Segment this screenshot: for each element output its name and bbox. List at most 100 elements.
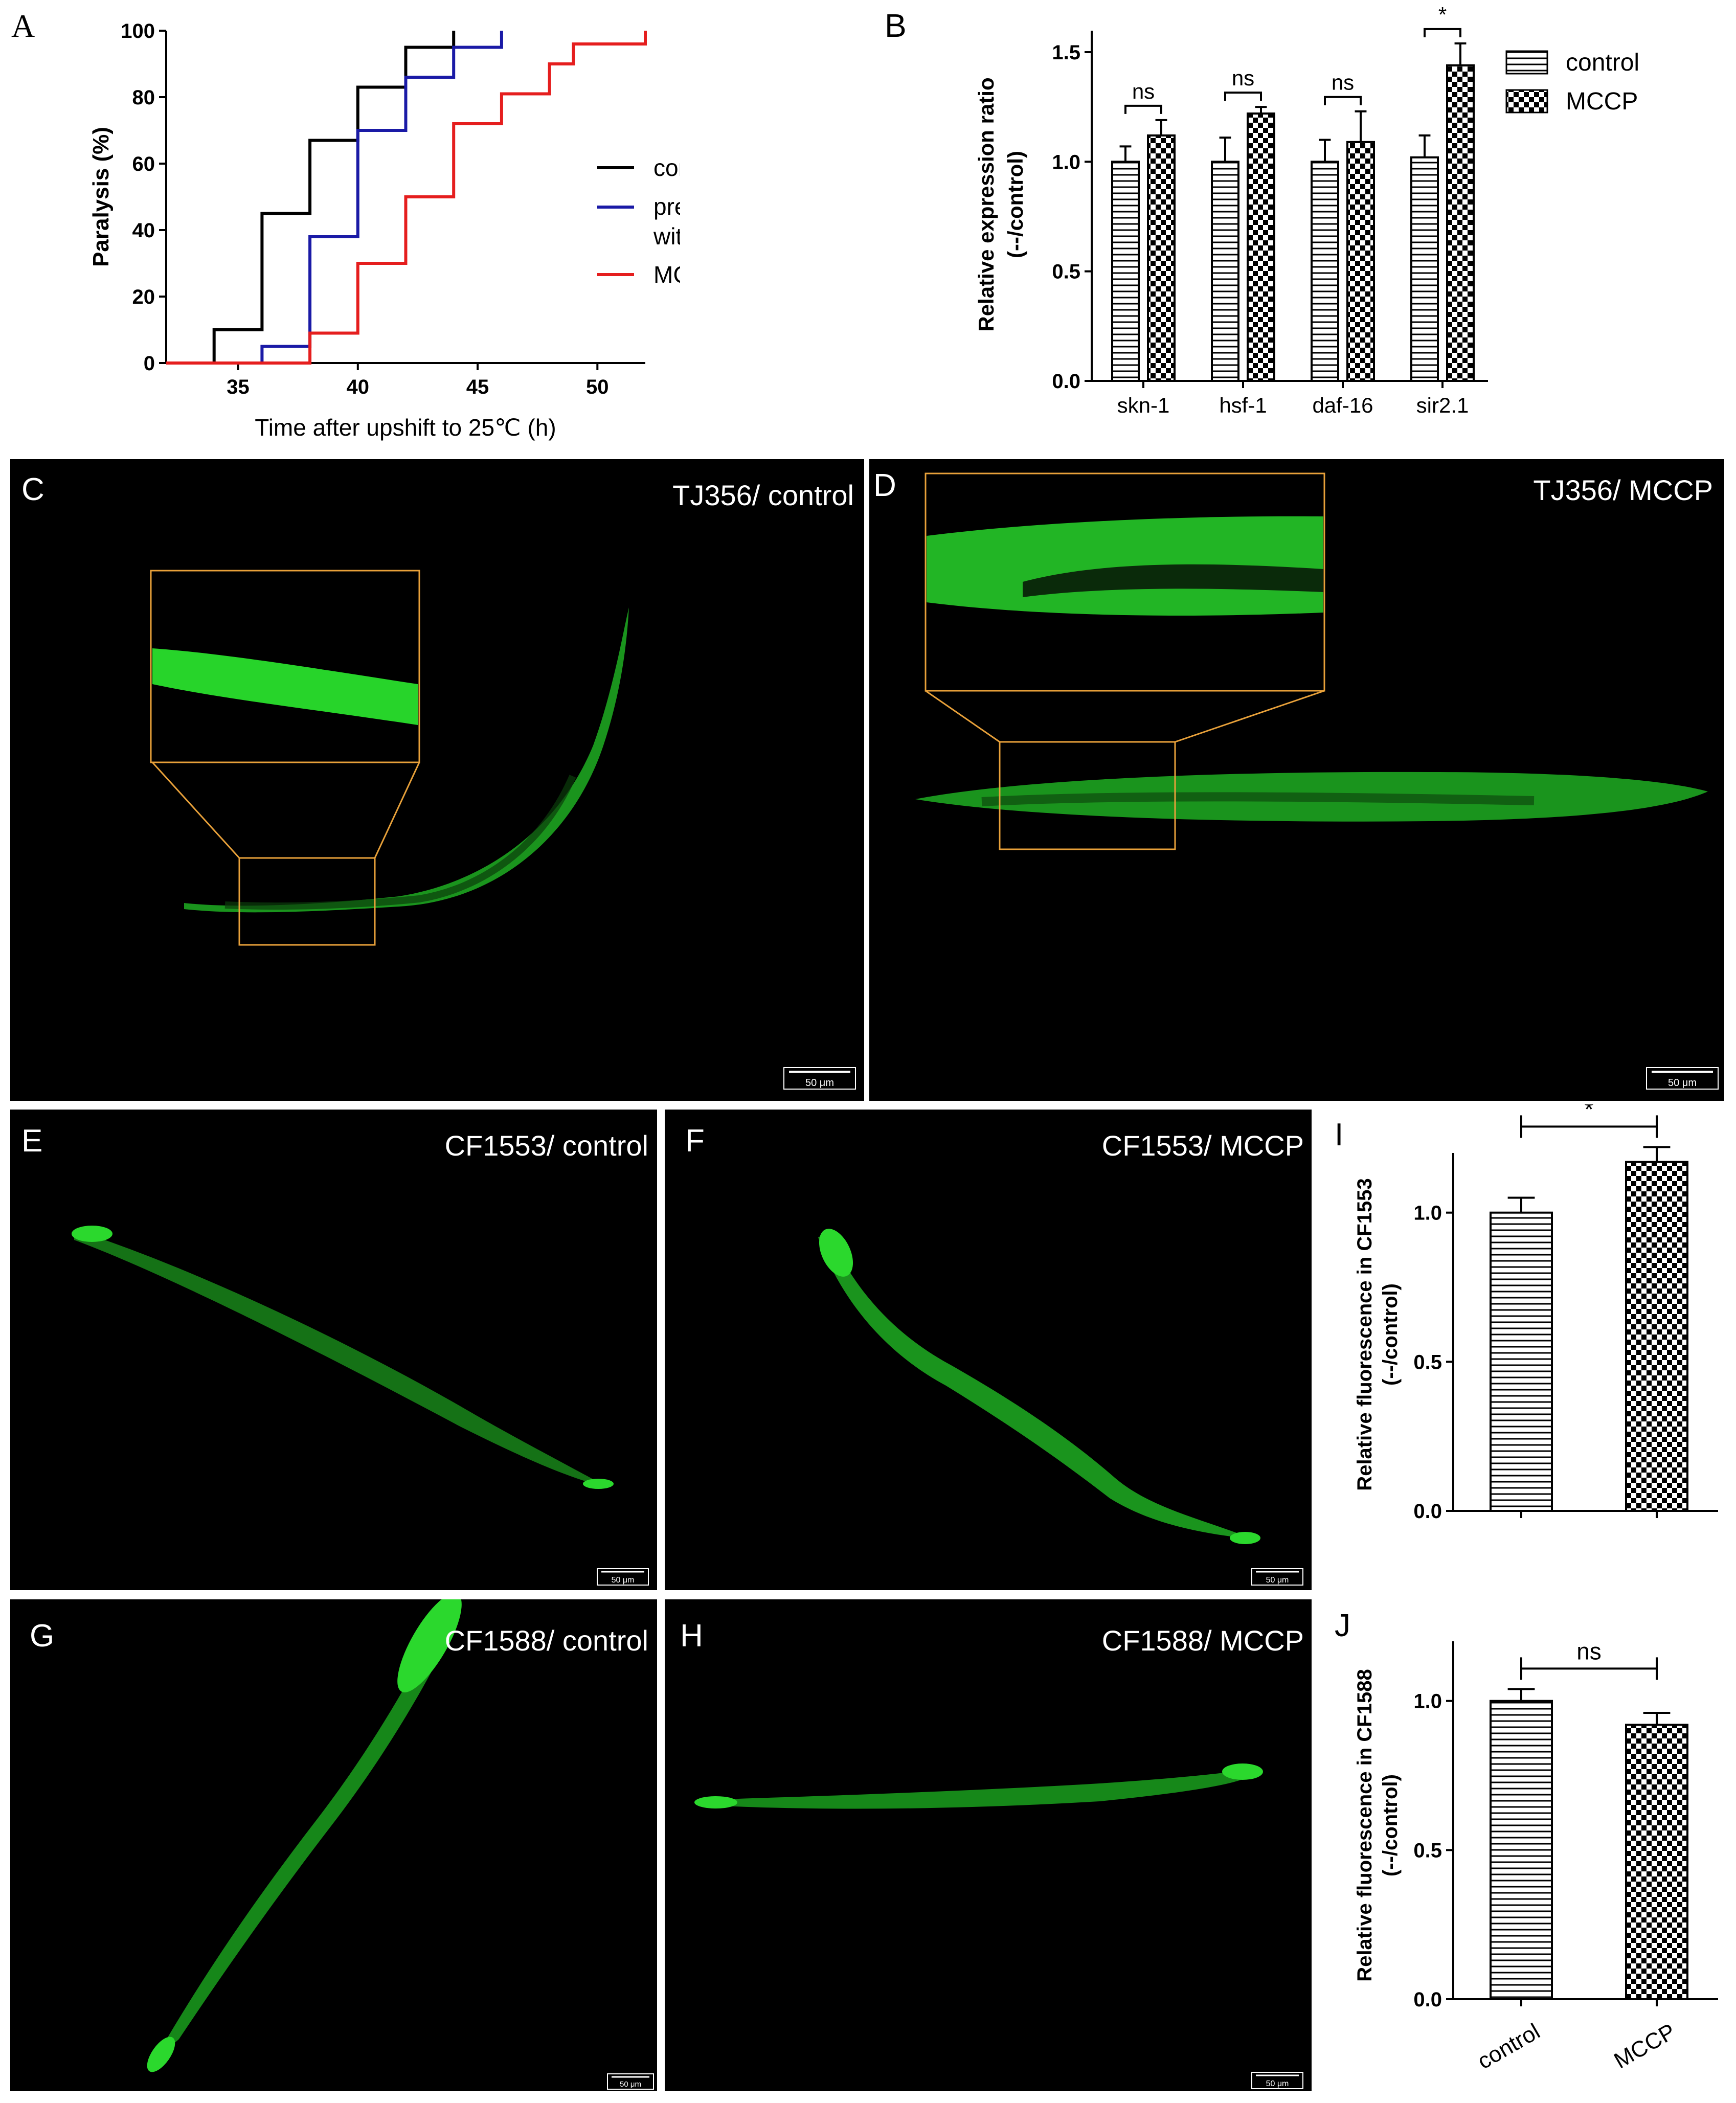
image-panel-d: TJ356/ MCCP D 50 μm [869,459,1724,1101]
worm-image-e: CF1553/ control E 50 μm [21,1123,649,1586]
bar-mccp [1625,1161,1688,1512]
scale-bar-f: 50 μm [1251,1568,1303,1586]
scale-bar-c: 50 μm [783,1067,856,1090]
image-label-h: CF1588/ MCCP [1102,1624,1304,1657]
a-ytick-label: 60 [132,153,155,175]
legend-swatch-control [1505,50,1548,75]
legend-label-mccp: MCCP [1566,88,1638,115]
a-ytick-label: 40 [132,219,155,242]
panel-b-chart: B 0.0 0.5 1.0 1.5 skn-1 ns hsf-1 ns daf-16 ns sir… [885,3,1639,417]
legend-label-pretreated-2: with MCCP [653,223,680,250]
b-sig-label: * [1438,3,1447,27]
ytick-label: 1.0 [1052,151,1080,173]
image-panel-g: CF1588/ control G 50 μm [10,1599,657,2091]
ytick-label: 0.0 [1052,370,1080,393]
ytick-label: 1.5 [1052,41,1080,64]
panel-label-d: D [873,468,896,503]
ytick-label: 0.5 [1413,1839,1442,1862]
image-panel-f: CF1553/ MCCP F 50 μm [665,1110,1312,1590]
scale-bar-label-d: 50 μm [1668,1077,1697,1089]
worm-image-c: TJ356/ control C 50 μm [21,472,856,1090]
b-xtick-label: hsf-1 [1219,393,1267,417]
panel-a-series [166,31,647,365]
b-xtick-label: sir2.1 [1416,393,1469,417]
panel-i-chart: I 0.0 0.5 1.0 * Relative fluorescence in C… [1335,1104,1718,1523]
b-sig-bracket [1224,92,1262,101]
a-ytick-label: 100 [121,20,155,42]
scale-bar-g: 50 μm [607,2073,654,2090]
image-label-f: CF1553/ MCCP [1102,1129,1304,1162]
bar-control [1490,1211,1553,1512]
b-bar-control-2 [1311,161,1339,382]
panel-label-e: E [21,1123,42,1159]
scale-bar-label-e: 50 μm [612,1576,635,1585]
image-label-g: CF1588/ control [445,1624,648,1657]
b-sig-label: ns [1132,79,1155,103]
bar-mccp [1625,1724,1688,2001]
panel-b-legend: control MCCP [1505,49,1639,115]
a-ytick-label: 0 [144,352,155,375]
panel-b-ylabel2: (--/control) [1003,151,1027,258]
ytick-label: 0.0 [1413,1500,1442,1523]
worm-image-h: CF1588/ MCCP H 50 μm [680,1618,1304,2089]
a-ytick-label: 20 [132,286,155,308]
panel-i-ylabel2: (--/control) [1379,1283,1402,1386]
ytick-label: 0.0 [1413,1988,1442,2011]
image-label-d: TJ356/ MCCP [1533,474,1713,506]
panel-label-j: J [1335,1608,1350,1643]
image-panel-c: TJ356/ control C 50 μm [10,459,864,1101]
panel-label-a: A [11,8,35,44]
scale-bar-h: 50 μm [1251,2072,1303,2089]
worm-image-f: CF1553/ MCCP F 50 μm [685,1123,1304,1586]
panel-a-yticks: 0 20 40 60 80 100 [121,20,166,375]
panel-a-chart: A 0 20 40 60 80 100 35 40 45 50 Paralysis (%) Ti… [11,8,680,441]
roi-box-c [238,857,376,946]
panel-b-yticks: 0.0 0.5 1.0 1.5 [1052,41,1092,393]
image-label-e: CF1553/ control [445,1129,648,1162]
b-bar-mccp-2 [1346,141,1375,382]
panel-label-h: H [680,1618,703,1654]
scale-bar-e: 50 μm [597,1568,649,1586]
panel-i-yticks: 0.0 0.5 1.0 [1413,1202,1453,1523]
legend-label-control: control [653,154,680,181]
a-xtick-label: 40 [347,376,370,398]
panel-j-yticks: 0.0 0.5 1.0 [1413,1690,1453,2011]
panel-b-ylabel: Relative expression ratio [974,77,998,331]
b-sig-label: ns [1232,66,1254,90]
b-bar-mccp-3 [1446,64,1475,382]
scale-bar-label-g: 50 μm [620,2080,641,2089]
panel-label-f: F [685,1123,705,1159]
xtick-label: MCCP [1610,2019,1680,2073]
sig-bracket [1520,1657,1658,1680]
panel-j-ylabel2: (--/control) [1379,1774,1402,1876]
ytick-label: 1.0 [1413,1202,1442,1225]
legend-label-mccp: MCCP [653,261,680,288]
panel-label-b: B [885,7,907,44]
b-sig-bracket [1324,96,1362,105]
b-sig-bracket [1124,104,1162,114]
b-xtick-label: daf-16 [1312,393,1373,417]
ytick-label: 0.5 [1413,1351,1442,1373]
legend-label-pretreated-1: pretreated [653,193,680,220]
scale-bar-label-c: 50 μm [805,1077,834,1089]
panel-a-ylabel: Paralysis (%) [88,127,114,267]
a-xtick-label: 35 [227,376,250,398]
b-bar-mccp-0 [1147,134,1176,382]
ytick-label: 1.0 [1413,1690,1442,1713]
scale-bar-d: 50 μm [1646,1067,1719,1090]
worm-image-g: CF1588/ control G 50 μm [30,1599,654,2090]
b-bar-mccp-1 [1247,112,1275,382]
a-series-line-0 [166,31,456,365]
b-bar-control-3 [1410,156,1439,382]
panel-j-chart: J 0.0 0.5 1.0 control MCCP ns Relative fluor… [1335,1608,1718,2074]
b-xtick-label: skn-1 [1117,393,1170,417]
b-bar-control-0 [1111,161,1140,382]
panel-j-bars: control MCCP ns [1473,1638,1688,2074]
panel-a-xticks: 35 40 45 50 [227,363,609,398]
xtick-label: control [1473,2019,1544,2074]
panel-label-g: G [30,1618,54,1654]
worm-image-d: TJ356/ MCCP D 50 μm [873,468,1719,1090]
image-panel-h: CF1588/ MCCP H 50 μm [665,1599,1312,2091]
bar-control [1490,1700,1553,2000]
sig-label: ns [1576,1638,1602,1664]
